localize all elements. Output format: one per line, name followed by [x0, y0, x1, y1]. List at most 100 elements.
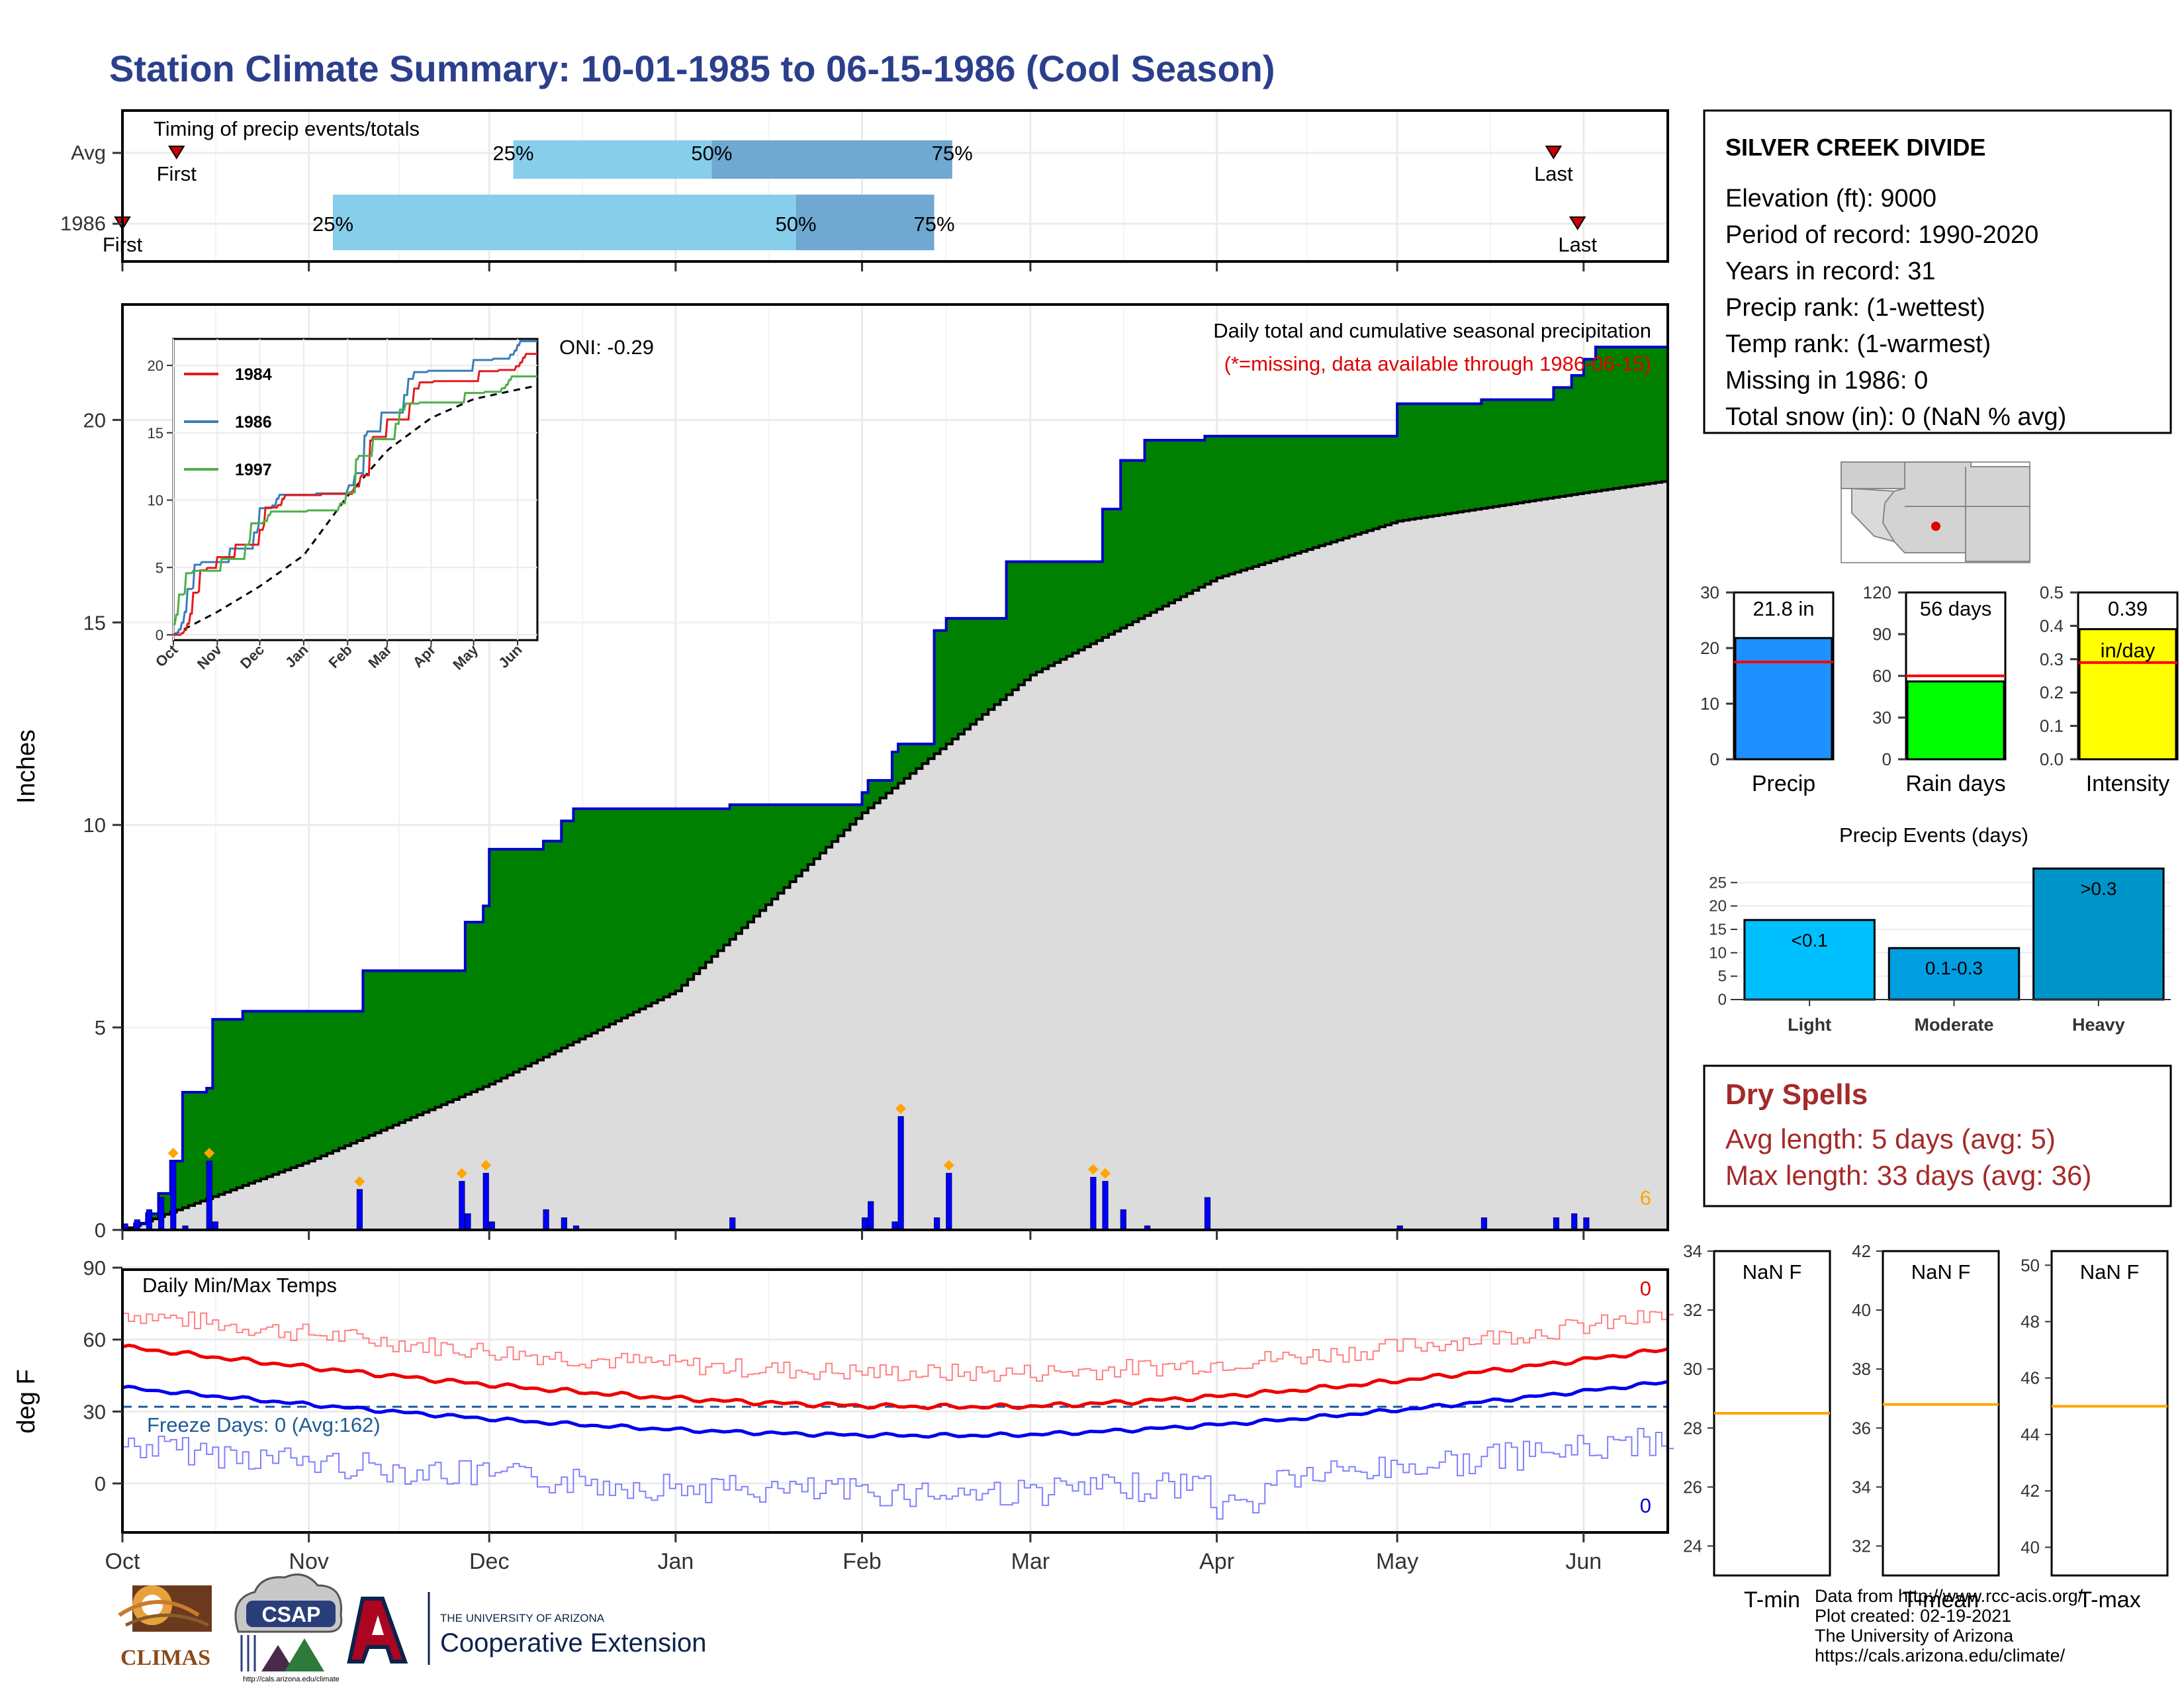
month-label: Feb — [842, 1549, 882, 1574]
season-bar-tick: 0.1 — [2040, 716, 2064, 736]
season-bar-unit: in/day — [2101, 639, 2156, 662]
inset-legend-label: 1984 — [235, 365, 272, 384]
last-event-label: Last — [1558, 233, 1597, 256]
station-info-line: Total snow (in): 0 (NaN % avg) — [1725, 403, 2066, 431]
season-bar-tick: 90 — [1872, 624, 1891, 644]
station-info-box: SILVER CREEK DIVIDE Elevation (ft): 9000… — [1703, 109, 2172, 434]
daily-precip-bar — [459, 1181, 465, 1231]
daily-precip-bar — [1204, 1197, 1211, 1231]
daily-precip-bar — [170, 1160, 177, 1231]
precip-ytick-label: 20 — [83, 408, 106, 432]
dry-spells-avg: Avg length: 5 days (avg: 5) — [1725, 1123, 2056, 1154]
timing-pct-label: 75% — [914, 212, 955, 236]
season-bar-label: Intensity — [2086, 771, 2170, 796]
record-max-line — [122, 1310, 1674, 1382]
climas-text: CLIMAS — [120, 1646, 210, 1670]
season-bar-tick: 0.4 — [2040, 616, 2064, 635]
season-bar-tick: 20 — [1700, 638, 1719, 658]
temp-box-value: NaN F — [2080, 1260, 2140, 1284]
temp-box-tick: 34 — [1683, 1241, 1702, 1261]
station-info-line: Years in record: 31 — [1725, 258, 1936, 285]
temp-box-value: NaN F — [1911, 1260, 1971, 1284]
events-bar-moderate — [1888, 947, 2021, 1001]
inset-legend-label: 1997 — [235, 461, 272, 479]
daily-precip-bar — [465, 1213, 471, 1231]
events-ytick: 0 — [1718, 991, 1727, 1009]
daily-precip-bar — [1571, 1213, 1578, 1231]
season-bar-label: Rain days — [1905, 771, 2005, 796]
precip-header: Daily total and cumulative seasonal prec… — [1213, 319, 1651, 342]
temp-box-frame — [1882, 1250, 2000, 1577]
timing-pct-label: 75% — [932, 142, 973, 165]
heavy-event-marker — [167, 1147, 179, 1158]
daily-precip-bar — [134, 1219, 140, 1231]
station-info-line: Period of record: 1990-2020 — [1725, 221, 2038, 249]
daily-precip-bar — [729, 1217, 736, 1231]
dry-spells-max: Max length: 33 days (avg: 36) — [1725, 1160, 2091, 1191]
timing-bar-25-50-Avg — [513, 140, 712, 179]
season-bar-tick: 0.2 — [2040, 682, 2064, 702]
season-bar-tick: 0.5 — [2040, 583, 2064, 602]
events-ytick: 15 — [1709, 921, 1727, 939]
timing-pct-label: 50% — [776, 212, 817, 236]
temp-box-tick: 32 — [1683, 1300, 1702, 1320]
cumulative-precip-line — [122, 346, 1668, 1231]
timing-bar-50-75-1986 — [796, 195, 934, 250]
month-label: Jun — [1565, 1549, 1602, 1574]
daily-precip-bar — [206, 1160, 212, 1231]
normal-max-line — [122, 1343, 1668, 1411]
location-map — [1841, 461, 2030, 563]
oni-label: ONI: -0.29 — [559, 336, 654, 359]
month-label: Jan — [657, 1549, 694, 1574]
precip-ylabel: Inches — [13, 729, 40, 804]
inset-ytick-label: 0 — [156, 627, 163, 643]
temp-box-tick: 32 — [1852, 1536, 1871, 1556]
station-info-line: Precip rank: (1-wettest) — [1725, 294, 1985, 322]
daily-precip-bar — [868, 1201, 874, 1231]
daily-precip-bar — [1553, 1217, 1560, 1231]
heavy-event-marker — [1099, 1168, 1111, 1179]
first-event-marker — [167, 146, 185, 160]
month-label: May — [1376, 1549, 1418, 1574]
events-bar-heavy — [2032, 867, 2165, 1001]
events-ytick: 25 — [1709, 874, 1727, 892]
station-info-line: Elevation (ft): 9000 — [1725, 185, 1936, 212]
timing-row-avg: Avg — [71, 141, 106, 164]
daily-precip-bar — [356, 1189, 363, 1231]
temp-box-tick: 38 — [1852, 1359, 1871, 1379]
page-title: Station Climate Summary: 10-01-1985 to 0… — [109, 48, 1275, 89]
daily-precip-bar — [561, 1217, 567, 1231]
last-event-marker — [1545, 146, 1563, 160]
season-bar-precip — [1734, 637, 1833, 761]
daily-precip-bar — [1090, 1176, 1097, 1231]
daily-precip-bar — [158, 1197, 165, 1231]
temp-ytick-label: 0 — [95, 1472, 106, 1495]
station-info-line: Temp rank: (1-warmest) — [1725, 330, 1991, 358]
inset-ytick-label: 5 — [156, 559, 163, 576]
average-precip-area — [122, 481, 1668, 1230]
temp-box-label: T-min — [1744, 1587, 1800, 1613]
month-label: Mar — [1011, 1549, 1050, 1574]
daily-precip-bar — [1102, 1181, 1109, 1231]
season-bar-tick: 30 — [1872, 708, 1891, 727]
season-bar-tick: 30 — [1700, 583, 1719, 602]
heavy-event-marker — [204, 1147, 215, 1158]
temp-box-tick: 46 — [2021, 1368, 2040, 1388]
daily-precip-bar — [482, 1172, 489, 1231]
precip-ytick-label: 0 — [95, 1219, 106, 1242]
normal-min-line — [122, 1380, 1668, 1439]
daily-precip-bar — [146, 1209, 153, 1231]
season-totals-bars: 0 10 20 30 21.8 in Precip 0 30 60 90 120 56 days Rai… — [1700, 583, 2179, 796]
events-bar-label: <0.1 — [1792, 930, 1828, 951]
footer-line: Data from http://www.rcc-acis.org/ — [1815, 1586, 2083, 1606]
season-bar-tick: 0.3 — [2040, 649, 2064, 669]
inset-ytick-label: 20 — [148, 357, 163, 374]
events-ytick: 5 — [1718, 968, 1727, 986]
temp-box-label: T-mean — [1903, 1587, 1979, 1613]
precip-event-count: 6 — [1640, 1186, 1651, 1209]
daily-precip-bar — [934, 1217, 940, 1231]
dry-spells-box: Dry Spells Avg length: 5 days (avg: 5) M… — [1703, 1064, 2172, 1207]
temp-ytick-label: 90 — [83, 1256, 106, 1280]
events-category-label: Moderate — [1914, 1015, 1993, 1035]
